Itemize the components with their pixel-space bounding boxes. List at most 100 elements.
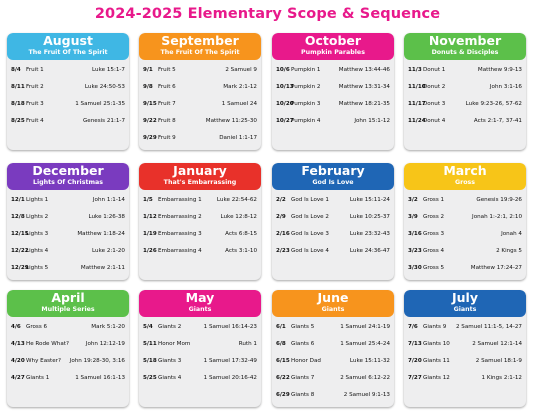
page-title: 2024-2025 Elementary Scope & Sequence [94,6,441,22]
scripture-ref: 1 Samuel 24:1-19 [340,324,390,330]
lesson-name: Fruit 3 [26,101,44,107]
lesson-date: 9/29 [143,135,157,141]
lesson-date: 10/13 [276,84,294,90]
scripture-ref: 1 Samuel 16:1-13 [75,375,125,381]
scripture-ref: John 15:1-12 [354,118,390,124]
lesson-row: 7/27 Giants 12 1 Kings 2:1-12 [404,375,526,384]
lesson-row: 2/9 God Is Love 2 Luke 10:25-37 [272,214,394,223]
lesson-date: 12/22 [11,248,29,254]
lesson-row: 5/25 Giants 4 1 Samuel 20:16-42 [139,375,261,384]
lesson-row: 6/29 Giants 8 2 Samuel 9:1-13 [272,392,394,401]
month-name: September [161,33,239,48]
lesson-row: 9/22 Fruit 8 Matthew 11:25-30 [139,118,261,127]
lesson-name: Pumpkin 2 [291,84,321,90]
lesson-name: Lights 4 [26,248,49,254]
lesson-name: Donut 4 [423,118,446,124]
lesson-row: 2/16 God Is Love 3 Luke 23:32-43 [272,231,394,240]
month-header: July Giants [404,290,526,317]
lesson-name: Fruit 5 [158,67,176,73]
lesson-row: 5/4 Giants 2 1 Samuel 16:14-23 [139,324,261,333]
lesson-row: 10/6 Pumpkin 1 Matthew 13:44-46 [272,67,394,76]
scripture-ref: Matthew 9:9-13 [477,67,522,73]
lesson-date: 8/25 [11,118,25,124]
lesson-row: 9/8 Fruit 6 Mark 2:1-12 [139,84,261,93]
scripture-ref: John 19:28-30, 3:16 [69,358,125,364]
lesson-date: 4/20 [11,358,25,364]
lesson-date: 1/5 [143,197,153,203]
lesson-row: 1/12 Embarrassing 2 Luke 12:8-12 [139,214,261,223]
lesson-date: 11/3 [408,67,422,73]
scripture-ref: 1 Samuel 16:14-23 [203,324,257,330]
lesson-date: 8/4 [11,67,21,73]
lesson-date: 9/15 [143,101,157,107]
month-card-may: May Giants 5/4 Giants 2 1 Samuel 16:14-23 5/1… [139,290,261,407]
scripture-ref: Matthew 18:21-35 [338,101,390,107]
month-theme: Giants [321,306,345,313]
month-name: May [185,290,215,305]
month-header: August The Fruit Of The Spirit [7,33,129,60]
month-theme: God Is Love [312,179,354,186]
scripture-ref: Jonah 4 [501,231,522,237]
lesson-row: 2/23 God Is Love 4 Luke 24:36-47 [272,248,394,257]
lesson-row: 7/20 Giants 11 2 Samuel 18:1-9 [404,358,526,367]
lesson-name: Gross 1 [423,197,445,203]
month-name: February [301,163,365,178]
month-header: March Gross [404,163,526,190]
lesson-name: Fruit 7 [158,101,176,107]
lesson-row: 11/10 Donut 2 John 3:1-16 [404,84,526,93]
scripture-ref: Luke 15:11-24 [349,197,390,203]
lesson-name: Fruit 1 [26,67,44,73]
lesson-row: 9/15 Fruit 7 1 Samuel 24 [139,101,261,110]
scripture-ref: 2 Samuel 12:1-14 [472,341,522,347]
lesson-name: Giants 11 [423,358,450,364]
lesson-date: 1/12 [143,214,157,220]
scripture-ref: Matthew 17:24-27 [470,265,522,271]
scripture-ref: Luke 15:1-7 [92,67,125,73]
lesson-date: 9/8 [143,84,153,90]
month-name: June [317,290,349,305]
lesson-name: Gross 5 [423,265,445,271]
scripture-ref: 2 Samuel 6:12-22 [340,375,390,381]
lesson-name: He Rode What? [26,341,69,347]
lesson-row: 10/20 Pumpkin 3 Matthew 18:21-35 [272,101,394,110]
lesson-list: 6/1 Giants 5 1 Samuel 24:1-19 6/8 Giants 6 1 … [272,317,394,405]
scripture-ref: Luke 9:23-26, 57-62 [465,101,522,107]
lesson-date: 3/9 [408,214,418,220]
lesson-date: 5/11 [143,341,157,347]
lesson-row: 4/13 He Rode What? John 12:12-19 [7,341,129,350]
month-name: November [428,33,502,48]
lesson-row: 4/6 Gross 6 Mark 5:1-20 [7,324,129,333]
lesson-name: Giants 10 [423,341,450,347]
lesson-name: Embarrassing 2 [158,214,202,220]
lesson-row: 7/13 Giants 10 2 Samuel 12:1-14 [404,341,526,350]
scripture-ref: 1 Samuel 25:1-35 [75,101,125,107]
month-card-june: June Giants 6/1 Giants 5 1 Samuel 24:1-19 6/8… [272,290,394,407]
lesson-row: 2/2 God Is Love 1 Luke 15:11-24 [272,197,394,206]
lesson-name: Lights 5 [26,265,49,271]
lesson-name: God Is Love 3 [291,231,329,237]
lesson-row: 12/22 Lights 4 Luke 2:1-20 [7,248,129,257]
lesson-row: 6/1 Giants 5 1 Samuel 24:1-19 [272,324,394,333]
scripture-ref: Acts 2:1-7, 37-41 [473,118,522,124]
scripture-ref: Luke 2:1-20 [92,248,125,254]
lesson-row: 1/5 Embarrassing 1 Luke 22:54-62 [139,197,261,206]
month-theme: Gross [454,179,476,186]
lesson-name: God Is Love 4 [291,248,329,254]
lesson-name: Lights 3 [26,231,49,237]
lesson-date: 1/19 [143,231,157,237]
lesson-date: 10/6 [276,67,290,73]
scripture-ref: Luke 12:8-12 [220,214,257,220]
scripture-ref: John 1:1-14 [92,197,125,203]
lesson-name: Pumpkin 3 [291,101,321,107]
lesson-name: Pumpkin 1 [291,67,321,73]
lesson-row: 10/27 Pumpkin 4 John 15:1-12 [272,118,394,127]
lesson-list: 8/4 Fruit 1 Luke 15:1-7 8/11 Fruit 2 Luke 24:… [7,60,129,148]
month-card-february: February God Is Love 2/2 God Is Love 1 Luke … [272,163,394,280]
lesson-name: Fruit 9 [158,135,176,141]
month-name: January [173,163,227,178]
lesson-list: 3/2 Gross 1 Genesis 19:9-26 3/9 Gross 2 Jonah… [404,190,526,278]
lesson-list: 12/1 Lights 1 John 1:1-14 12/8 Lights 2 Luke … [7,190,129,278]
month-theme: Lights Of Christmas [32,179,104,186]
month-theme: The Fruit Of The Spirit [28,49,108,56]
